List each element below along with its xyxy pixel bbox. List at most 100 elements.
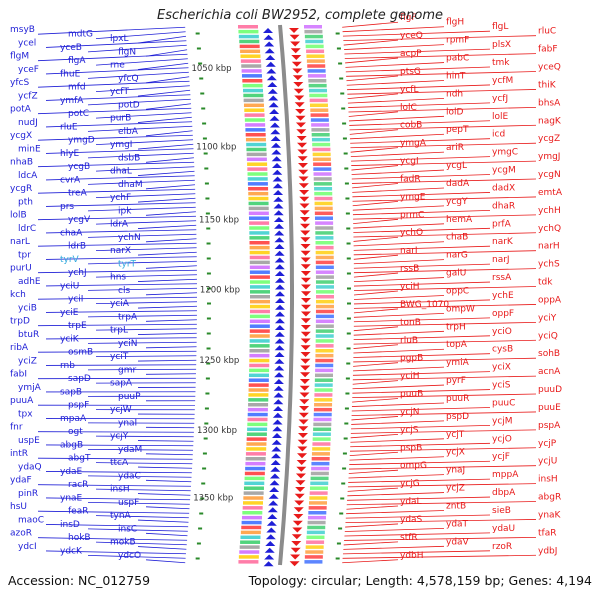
gene-label-ldrA: ldrA: [110, 220, 129, 230]
scale-tick: [339, 512, 344, 515]
gene-label-mppA: mppA: [492, 470, 519, 480]
forward-strand-arrow: [265, 61, 276, 67]
gene-label-yceQ: yceQ: [538, 63, 561, 73]
feature-stripe: [316, 295, 334, 299]
gene-label-potD: potD: [118, 100, 140, 110]
gene-label-yciH: yciH: [400, 282, 420, 292]
gene-connector-line: [346, 505, 399, 510]
feature-stripe: [308, 79, 327, 83]
gene-label-oppF: oppF: [492, 309, 514, 319]
feature-stripe: [310, 476, 329, 481]
gene-label-yciO: yciO: [492, 327, 512, 337]
gene-connector-line: [353, 335, 491, 341]
feature-stripe: [315, 304, 334, 309]
scale-tick: [345, 197, 350, 200]
gene-label-trpA: trpA: [118, 312, 138, 322]
feature-stripe: [249, 309, 270, 314]
gene-label-fhuE: fhuE: [60, 69, 81, 79]
gene-connector-line: [145, 76, 190, 84]
feature-stripe: [309, 93, 328, 98]
gene-connector-line: [345, 519, 537, 524]
feature-stripe: [312, 437, 331, 441]
gene-connector-line: [346, 501, 537, 506]
gene-label-ldcA: ldcA: [18, 171, 38, 181]
feature-stripe: [312, 152, 331, 157]
feature-stripe: [312, 157, 331, 162]
gene-connector-line: [95, 112, 192, 119]
gene-label-dhaM: dhaM: [118, 180, 143, 190]
feature-stripe: [315, 363, 334, 368]
gene-label-kch: kch: [10, 290, 26, 300]
feature-stripe: [306, 530, 325, 535]
reverse-strand-arrow: [296, 129, 307, 135]
gene-connector-line: [137, 251, 197, 256]
gene-connector-line: [353, 357, 537, 363]
gene-label-puuR: puuR: [446, 394, 469, 404]
reverse-strand-arrow: [299, 203, 310, 209]
gene-label-yfcS: yfcS: [10, 78, 29, 88]
scale-tick: [344, 182, 349, 185]
gene-label-hsU: hsU: [10, 502, 27, 512]
gene-connector-line: [353, 330, 445, 336]
gene-connector-line: [351, 160, 537, 166]
gene-connector-line: [95, 58, 188, 66]
gene-label-mokB: mokB: [110, 538, 136, 548]
gene-label-nagK: nagK: [538, 116, 562, 126]
gene-connector-line: [344, 44, 445, 50]
reverse-strand-arrow: [300, 365, 311, 371]
feature-stripe: [304, 555, 323, 559]
feature-stripe: [247, 412, 268, 417]
gene-connector-line: [344, 48, 491, 55]
feature-stripe: [307, 69, 326, 73]
gene-label-ttcA: ttcA: [110, 458, 129, 468]
gene-connector-line: [45, 67, 189, 75]
gene-label-ycel: ycel: [18, 38, 36, 48]
gene-label-ycgZ: ycgZ: [538, 134, 560, 144]
gene-connector-line: [353, 245, 491, 251]
reverse-strand-arrow: [298, 176, 309, 182]
feature-stripe: [310, 113, 329, 117]
forward-strand-arrow: [271, 149, 282, 155]
gene-connector-line: [45, 148, 194, 154]
gene-connector-line: [343, 545, 445, 550]
gene-connector-line: [349, 447, 537, 452]
gene-connector-line: [345, 523, 399, 528]
feature-stripe: [315, 275, 334, 279]
forward-strand-arrow: [274, 264, 285, 270]
forward-strand-arrow: [272, 426, 283, 432]
scale-tick: [346, 257, 351, 260]
feature-stripe: [308, 83, 327, 88]
feature-stripe: [240, 54, 261, 58]
gene-label-ycjO: ycjO: [492, 434, 512, 444]
gene-connector-line: [353, 214, 537, 220]
gene-connector-line: [353, 259, 445, 265]
feature-stripe: [246, 142, 267, 147]
gene-connector-line: [45, 202, 196, 207]
gene-connector-line: [45, 364, 197, 366]
reverse-strand-arrow: [299, 210, 310, 216]
gene-connector-line: [145, 506, 190, 510]
gene-connector-line: [95, 355, 197, 358]
scale-tick: [205, 392, 210, 395]
feature-stripe: [244, 476, 265, 481]
gene-label-ycjF: ycjF: [492, 452, 510, 462]
gene-connector-line: [87, 152, 194, 159]
gene-label-abgR: abgR: [538, 493, 561, 503]
gene-label-yciA: yciA: [110, 299, 130, 309]
gene-label-cysB: cysB: [492, 345, 513, 355]
feature-stripe: [245, 123, 266, 127]
gene-label-ynaK: ynaK: [538, 510, 562, 520]
gene-connector-line: [37, 457, 193, 460]
scale-tick: [200, 92, 205, 95]
feature-stripe: [307, 64, 326, 68]
gene-connector-line: [87, 448, 194, 451]
reverse-strand-arrow: [300, 358, 311, 364]
scale-tick: [345, 377, 350, 380]
reverse-strand-arrow: [300, 277, 311, 283]
feature-stripe: [243, 103, 264, 108]
feature-stripe: [305, 44, 324, 49]
gene-label-ycjM: ycjM: [492, 416, 513, 426]
feature-stripe: [310, 481, 329, 486]
gene-connector-line: [346, 75, 399, 82]
gene-connector-line: [352, 187, 445, 193]
